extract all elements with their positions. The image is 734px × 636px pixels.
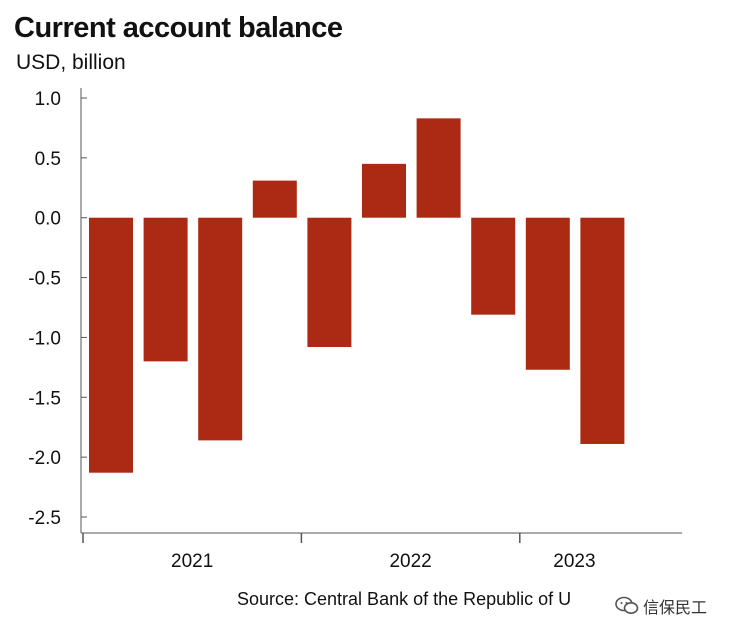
y-tick-label: 1.0 [35,89,61,110]
y-tick-label: -2.5 [28,508,61,529]
x-tick-label: 2021 [171,551,213,572]
bar [198,217,243,441]
bar [307,217,352,348]
y-axis: 1.0 0.5 0.0 -0.5 -1.0 -1.5 -2.0 -2.5 [28,88,87,533]
watermark: 信保民工 [615,593,725,619]
bar [362,163,406,218]
bar [525,217,570,370]
y-tick-label: -1.5 [28,388,61,409]
bar [89,217,133,473]
wechat-logo-icon [615,596,639,614]
watermark-text: 信保民工 [643,600,708,617]
source-note: Source: Central Bank of the Republic of … [237,589,572,609]
x-tick-label: 2023 [553,551,595,572]
chart-title: Current account balance [14,12,343,44]
bar [471,217,516,315]
y-tick-label: -0.5 [28,269,61,290]
y-tick-label: -1.0 [28,328,61,349]
bar [580,217,625,444]
y-tick-label: -2.0 [28,448,61,469]
bar [252,180,297,218]
bar [416,118,461,218]
x-tick-label: 2022 [389,551,431,572]
bars [89,118,625,473]
bar [143,217,188,362]
x-axis: 2021 2022 2023 [81,532,682,572]
chart-subtitle: USD, billion [16,51,126,74]
y-tick-label: 0.5 [35,149,61,170]
y-tick-label: 0.0 [35,209,61,230]
